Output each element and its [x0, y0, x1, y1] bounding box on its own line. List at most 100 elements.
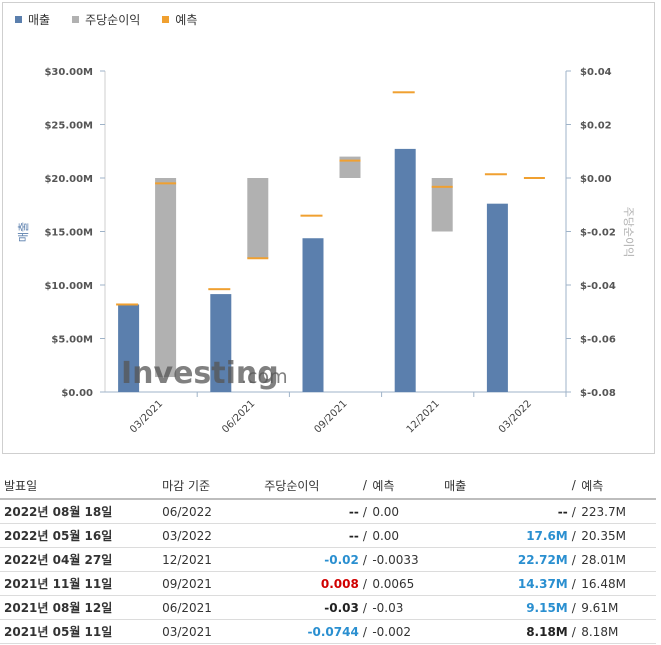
cell-release-date: 2021년 11월 11일	[0, 571, 159, 596]
eps-forecast-marker	[431, 185, 453, 188]
header-period-end[interactable]: 마감 기준	[158, 472, 261, 500]
legend-item[interactable]: 주당순이익	[72, 11, 140, 28]
cell-revenue-forecast: 8.18M	[577, 619, 656, 644]
table-row: 2021년 11월 11일 09/2021 0.008/0.0065 14.37M/1…	[0, 571, 656, 596]
revenue-forecast-marker	[208, 288, 231, 291]
cell-eps: -0.0744	[260, 619, 363, 644]
header-revenue-separator: /	[571, 472, 578, 500]
table-row: 2021년 08월 12일 06/2021 -0.03/-0.03 9.15M/9.6…	[0, 595, 656, 620]
category-label: 09/2021	[312, 398, 349, 435]
earnings-chart: $0.00 $5.00M $10.00M $15.00M $20.00M $25.00M $…	[17, 67, 635, 435]
cell-revenue: 8.18M	[440, 619, 572, 644]
revenue-bar	[118, 304, 140, 392]
cell-revenue-separator: /	[571, 523, 578, 548]
right-axis-tick-label: $-0.06	[580, 335, 616, 346]
right-axis-tick-label: $0.00	[580, 174, 612, 185]
right-axis-tick-label: $-0.02	[580, 228, 616, 239]
cell-eps-separator: /	[362, 595, 369, 620]
left-axis-tick-label: $10.00M	[44, 281, 93, 292]
cell-release-date: 2021년 05월 11일	[0, 619, 159, 644]
cell-revenue-separator: /	[571, 619, 578, 644]
category-label: 12/2021	[405, 398, 442, 435]
header-eps-separator: /	[362, 472, 369, 500]
header-release-date[interactable]: 발표일	[0, 472, 159, 500]
right-axis-tick-label: $-0.04	[580, 281, 616, 292]
cell-release-date: 2022년 04월 27일	[0, 547, 159, 572]
legend-swatch	[15, 16, 22, 23]
cell-release-date: 2022년 08월 18일	[0, 499, 159, 524]
cell-release-date: 2021년 08월 12일	[0, 595, 159, 620]
cell-eps-separator: /	[362, 547, 369, 572]
left-axis-title: 매출	[17, 222, 30, 242]
left-axis-tick-label: $15.00M	[44, 228, 93, 239]
legend-item[interactable]: 예측	[162, 11, 197, 28]
cell-period-end: 06/2021	[158, 595, 261, 620]
cell-revenue-forecast: 20.35M	[577, 523, 656, 548]
revenue-bar	[302, 238, 324, 392]
legend-swatch	[72, 16, 80, 23]
cell-revenue: 9.15M	[440, 595, 572, 620]
right-axis-tick-label: $0.04	[580, 67, 612, 78]
header-eps[interactable]: 주당순이익	[260, 472, 363, 500]
left-axis-tick-label: $20.00M	[44, 174, 93, 185]
cell-revenue-separator: /	[571, 595, 578, 620]
eps-bar	[431, 178, 453, 232]
left-axis-tick-label: $25.00M	[44, 121, 93, 132]
legend-label: 매출	[28, 13, 51, 27]
cell-period-end: 12/2021	[158, 547, 261, 572]
cell-release-date: 2022년 05월 16일	[0, 523, 159, 548]
cell-revenue-forecast: 16.48M	[577, 571, 656, 596]
cell-eps-forecast: 0.0065	[368, 571, 441, 596]
table-row: 2022년 04월 27일 12/2021 -0.02/-0.0033 22.72M /…	[0, 547, 656, 572]
cell-revenue: 14.37M	[440, 571, 572, 596]
cell-eps-separator: /	[362, 571, 369, 596]
left-axis-tick-label: $0.00	[61, 388, 93, 399]
table-row: 2022년 05월 16일 03/2022 --/0.00 17.6M/20.35M	[0, 523, 656, 548]
revenue-forecast-marker	[484, 173, 507, 176]
earnings-table: 발표일 마감 기준 주당순이익 / 예측 매출 / 예측 2022년 08월 1…	[0, 472, 656, 644]
table-row: 2021년 05월 11일 03/2021 -0.0744/-0.002 8.18M /…	[0, 619, 656, 644]
eps-bar	[155, 178, 177, 378]
cell-eps: --	[260, 499, 363, 524]
cell-eps-forecast: 0.00	[368, 499, 441, 524]
eps-forecast-marker	[523, 177, 545, 179]
category-label: 03/2021	[128, 398, 165, 435]
revenue-forecast-marker	[392, 91, 415, 94]
eps-forecast-marker	[339, 159, 361, 162]
cell-revenue-forecast: 9.61M	[577, 595, 656, 620]
right-axis-tick-label: $-0.08	[580, 388, 616, 399]
watermark-suffix: .com	[241, 366, 288, 388]
revenue-bar	[394, 148, 416, 392]
cell-revenue-separator: /	[571, 547, 578, 572]
earnings-chart-panel: 매출 주당순이익 예측 $0.00 $5.00M $10.00M $15.00M $20.0…	[2, 2, 655, 454]
header-eps-forecast[interactable]: 예측	[368, 472, 441, 500]
eps-bar	[247, 178, 269, 259]
chart-legend: 매출 주당순이익 예측	[15, 11, 197, 28]
revenue-bar	[486, 203, 508, 392]
cell-period-end: 09/2021	[158, 571, 261, 596]
legend-swatch	[162, 16, 170, 23]
cell-eps-forecast: -0.03	[368, 595, 441, 620]
table-header-row: 발표일 마감 기준 주당순이익 / 예측 매출 / 예측	[0, 472, 656, 500]
cell-eps-separator: /	[362, 619, 369, 644]
header-revenue[interactable]: 매출	[440, 472, 572, 500]
header-revenue-forecast[interactable]: 예측	[577, 472, 656, 500]
watermark-brand: Investing	[121, 356, 279, 391]
legend-label: 예측	[175, 13, 198, 27]
revenue-forecast-marker	[300, 214, 323, 217]
cell-eps: 0.008	[260, 571, 363, 596]
legend-label: 주당순이익	[85, 13, 141, 27]
table-row: 2022년 08월 18일 06/2022 --/0.00 --/223.7M	[0, 499, 656, 524]
cell-eps: -0.03	[260, 595, 363, 620]
cell-revenue-forecast: 28.01M	[577, 547, 656, 572]
cell-revenue-separator: /	[571, 571, 578, 596]
cell-revenue: 22.72M	[440, 547, 572, 572]
cell-eps-forecast: -0.0033	[368, 547, 441, 572]
cell-eps-forecast: 0.00	[368, 523, 441, 548]
cell-period-end: 03/2021	[158, 619, 261, 644]
cell-revenue-forecast: 223.7M	[577, 499, 656, 524]
right-axis-title: 주당순이익	[622, 207, 635, 258]
left-axis-tick-label: $5.00M	[51, 335, 93, 346]
cell-eps-separator: /	[362, 499, 369, 524]
legend-item[interactable]: 매출	[15, 11, 50, 28]
